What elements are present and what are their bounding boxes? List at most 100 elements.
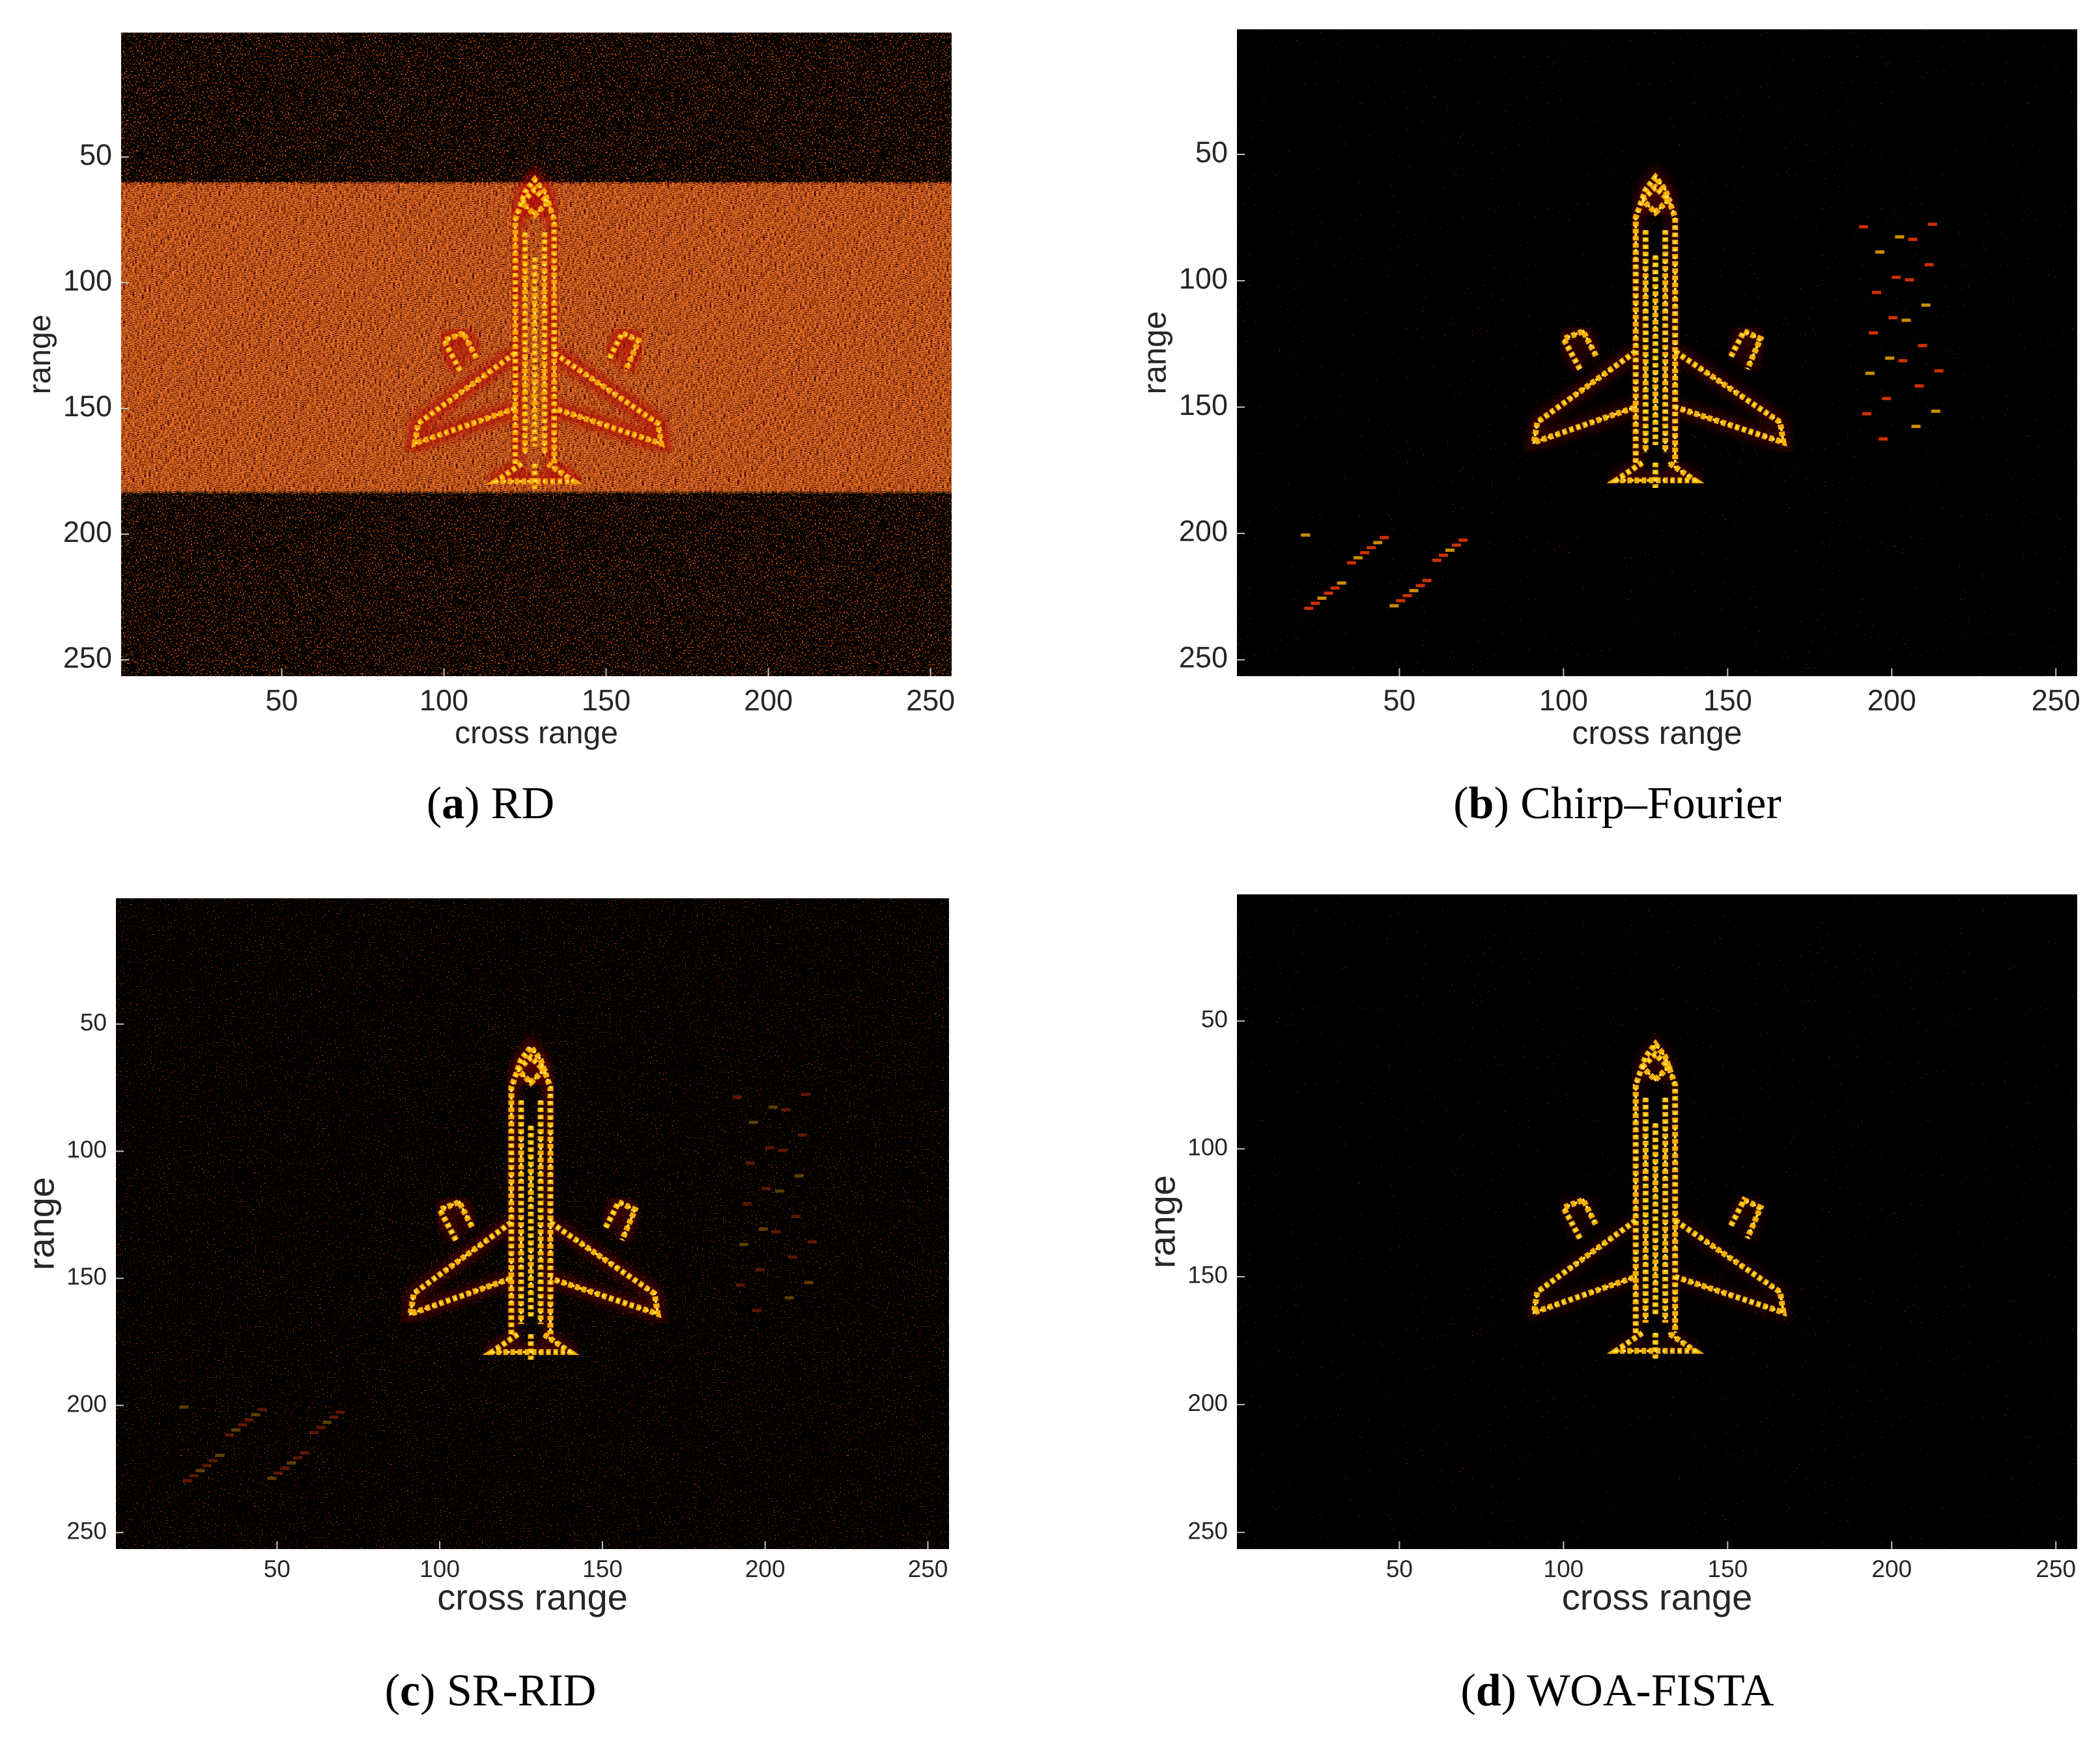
image-speckle	[752, 1309, 761, 1313]
y-tick-label: 50	[80, 1009, 107, 1036]
image-target	[519, 185, 552, 220]
image-speckle	[335, 1410, 345, 1414]
image-speckle	[1934, 369, 1944, 373]
image-speckle	[1438, 553, 1448, 557]
image-speckle	[1317, 596, 1327, 600]
image-speckle	[768, 1105, 778, 1109]
y-tick-label: 200	[1187, 1389, 1228, 1416]
x-tick-label: 100	[419, 683, 468, 717]
image-target	[603, 1198, 639, 1242]
image-speckle	[765, 1146, 774, 1150]
image-speckle	[1389, 604, 1399, 608]
image-speckle	[1914, 384, 1924, 388]
image-speckle	[1373, 541, 1383, 545]
caption: (b) Chirp–Fourier	[1453, 778, 1781, 829]
image-speckle	[1367, 546, 1376, 550]
image-speckle	[771, 1230, 781, 1234]
image-target-core	[604, 1200, 637, 1241]
image-speckle	[1415, 584, 1425, 588]
image-speckle	[781, 1107, 791, 1111]
image-speckle	[784, 1296, 794, 1300]
image-speckle	[1895, 235, 1905, 239]
image-speckle	[238, 1423, 248, 1427]
y-tick-label: 150	[1179, 388, 1228, 421]
image-target-core	[1634, 175, 1677, 463]
image-speckle	[322, 1420, 332, 1424]
x-tick-label: 250	[2032, 683, 2080, 717]
x-axis-label: cross range	[437, 1576, 628, 1617]
image-speckle	[774, 1189, 784, 1193]
image-target	[515, 1053, 548, 1087]
image-speckle	[257, 1408, 267, 1412]
image-speckle	[1908, 238, 1918, 242]
panel: 50 100 150 200 250 50 100 150 200 250 cross range r…	[23, 33, 955, 829]
image-target-core	[510, 1045, 552, 1335]
image-speckle	[791, 1214, 801, 1218]
image-speckle	[244, 1418, 254, 1422]
caption-part: b	[1469, 778, 1494, 829]
caption-part: ) SR-RID	[420, 1666, 596, 1716]
image-speckle	[745, 1161, 755, 1165]
x-tick-label: 250	[908, 1556, 948, 1582]
caption-part: (	[385, 1666, 400, 1716]
image-target-core	[514, 177, 556, 464]
image-speckle	[231, 1428, 241, 1432]
image-target-core	[1729, 1198, 1763, 1239]
image-speckle	[316, 1425, 326, 1429]
image-speckle	[309, 1431, 319, 1434]
caption-part: ) WOA-FISTA	[1501, 1666, 1774, 1716]
caption-part: ) Chirp–Fourier	[1494, 778, 1781, 829]
image-speckle	[1869, 331, 1879, 335]
image-speckle	[761, 1186, 771, 1190]
image-speckle	[329, 1416, 339, 1419]
image-speckle	[1931, 409, 1940, 413]
image-speckle	[1892, 276, 1901, 279]
image-speckle	[1432, 558, 1441, 562]
image-speckle	[274, 1471, 283, 1475]
y-tick-label: 100	[63, 264, 112, 297]
image-speckle	[739, 1242, 748, 1246]
caption-part: (	[1453, 778, 1468, 829]
image-speckle	[1898, 359, 1908, 363]
image-speckle	[293, 1456, 303, 1460]
y-tick-label: 50	[1201, 1006, 1228, 1032]
image-speckle	[1885, 356, 1895, 360]
image-speckle	[801, 1092, 810, 1096]
x-tick-label: 200	[744, 683, 793, 717]
panel: 50 100 150 200 250 50 100 150 200 250 cross range r…	[1136, 29, 2080, 829]
image-speckle	[208, 1459, 218, 1462]
image-speckle	[1359, 550, 1369, 554]
image-target-core	[553, 352, 663, 446]
image-speckle	[748, 1120, 758, 1124]
y-axis-label: range	[21, 1177, 62, 1270]
y-tick-label: 150	[1187, 1262, 1228, 1288]
image-target-core	[1674, 1219, 1785, 1315]
image-speckle	[1888, 316, 1898, 320]
y-tick-label: 50	[1195, 135, 1228, 169]
image-speckle	[735, 1283, 745, 1287]
image-target	[1728, 327, 1765, 371]
image-speckle	[1330, 586, 1340, 590]
image-speckle	[182, 1479, 192, 1483]
image-speckle	[1905, 278, 1914, 282]
image-target	[606, 329, 643, 372]
x-tick-label: 50	[1386, 1556, 1413, 1582]
image-target-core	[438, 1200, 474, 1241]
x-tick-label: 150	[582, 1556, 623, 1582]
image-speckle	[287, 1461, 296, 1465]
caption: (c) SR-RID	[385, 1666, 597, 1716]
image-speckle	[788, 1255, 797, 1259]
image-speckle	[1396, 599, 1406, 603]
image-speckle	[179, 1405, 189, 1409]
x-tick-label: 50	[1383, 683, 1415, 717]
image-speckle	[1901, 319, 1911, 322]
y-tick-label: 150	[66, 1263, 107, 1290]
caption: (a) RD	[427, 778, 554, 829]
panel: 50 100 150 200 250 50 100 150 200 250 cross range r…	[1142, 894, 2077, 1716]
image-target	[552, 350, 665, 448]
x-tick-label: 100	[1539, 683, 1588, 717]
image-target-core	[1561, 330, 1598, 370]
x-tick-label: 50	[264, 1556, 291, 1582]
image-speckle	[1921, 303, 1931, 307]
image-speckle	[215, 1453, 225, 1457]
